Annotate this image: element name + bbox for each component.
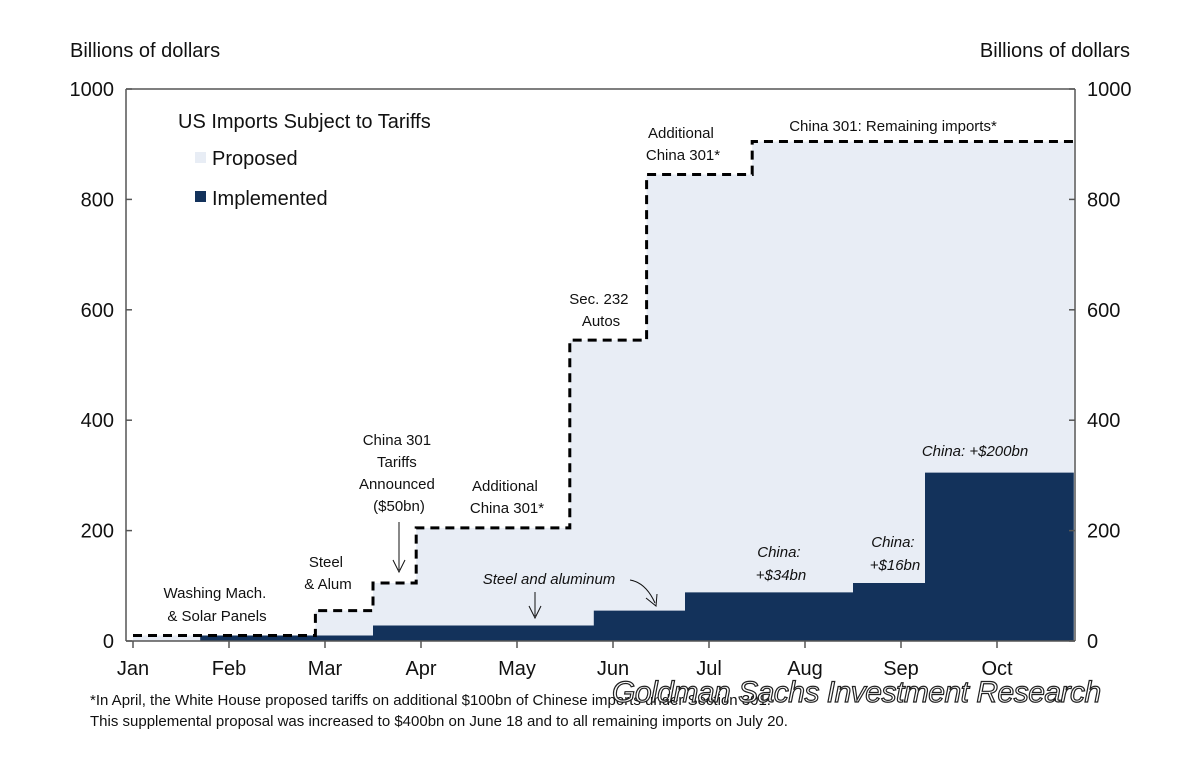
x-tick-label-jan: Jan: [117, 658, 149, 680]
legend-swatch-implemented: [195, 191, 206, 202]
annotation-china-16bn: China: +$16bn: [870, 534, 920, 574]
tariff-chart: Billions of dollars Billions of dollars …: [70, 40, 1132, 680]
x-tick-label-feb: Feb: [212, 658, 246, 680]
y-axis-title-right: Billions of dollars: [980, 40, 1130, 62]
annotation-china301-announced: China 301 Tariffs Announced ($50bn): [359, 432, 439, 515]
watermark: Goldman Sachs Investment Research: [611, 675, 1101, 709]
annotation-china-34bn: China: +$34bn: [756, 544, 806, 584]
arrowhead-china301-announced: [392, 559, 406, 574]
x-tick-label-may: May: [498, 658, 536, 680]
annotation-sec232-autos: Sec. 232 Autos: [569, 291, 632, 330]
x-tick-label-oct: Oct: [981, 658, 1013, 680]
y-tick-label-left-1000: 1000: [70, 79, 115, 101]
x-tick-label-aug: Aug: [787, 658, 823, 680]
annotation-steel-aluminum: Steel and aluminum: [483, 571, 616, 588]
y-tick-label-right-600: 600: [1087, 300, 1120, 322]
annotation-additional-china301-apr: Additional China 301*: [470, 478, 544, 517]
x-tick-label-sep: Sep: [883, 658, 919, 680]
arrowhead-steel-aluminum-left: [528, 605, 542, 620]
x-tick-label-jul: Jul: [696, 658, 722, 680]
legend-label-implemented: Implemented: [212, 188, 328, 210]
implemented-area: [133, 472, 1074, 641]
y-tick-label-right-0: 0: [1087, 631, 1098, 653]
y-tick-label-left-400: 400: [81, 410, 114, 432]
y-tick-label-left-600: 600: [81, 300, 114, 322]
y-tick-label-left-0: 0: [103, 631, 114, 653]
annotation-china-200bn: China: +$200bn: [922, 443, 1028, 460]
annotation-steel-alum: Steel & Alum: [304, 554, 352, 593]
y-tick-label-right-400: 400: [1087, 410, 1120, 432]
footnote-line-2: This supplemental proposal was increased…: [90, 713, 788, 730]
proposed-dashed-line: [133, 139, 1074, 637]
arrowhead-steel-aluminum-right: [645, 593, 658, 607]
chart-title: US Imports Subject to Tariffs: [178, 111, 431, 133]
y-axis-title-left: Billions of dollars: [70, 40, 220, 62]
y-tick-label-left-200: 200: [81, 521, 114, 543]
proposed-area: [133, 141, 1074, 641]
y-ticks: 0 0 200 200 400 400 600 600 800 800 1000 1000: [70, 79, 1132, 653]
arrow-steel-aluminum-right: [629, 579, 656, 604]
legend-swatch-proposed: [195, 152, 206, 163]
x-tick-label-mar: Mar: [308, 658, 343, 680]
y-tick-label-right-200: 200: [1087, 521, 1120, 543]
y-tick-label-right-1000: 1000: [1087, 79, 1132, 101]
x-tick-label-apr: Apr: [405, 658, 436, 680]
annotation-additional-china301-jun: Additional China 301*: [646, 125, 720, 164]
y-tick-label-right-800: 800: [1087, 189, 1120, 211]
footnote-line-1: *In April, the White House proposed tari…: [90, 692, 771, 709]
legend-label-proposed: Proposed: [212, 148, 298, 170]
annotation-washing-machines: Washing Mach. & Solar Panels: [164, 585, 271, 625]
x-tick-label-jun: Jun: [597, 658, 629, 680]
x-ticks: Jan Feb Mar Apr May Jun Jul Aug Sep Oct: [117, 641, 1013, 680]
annotation-china301-remaining: China 301: Remaining imports*: [789, 118, 997, 135]
y-tick-label-left-800: 800: [81, 189, 114, 211]
